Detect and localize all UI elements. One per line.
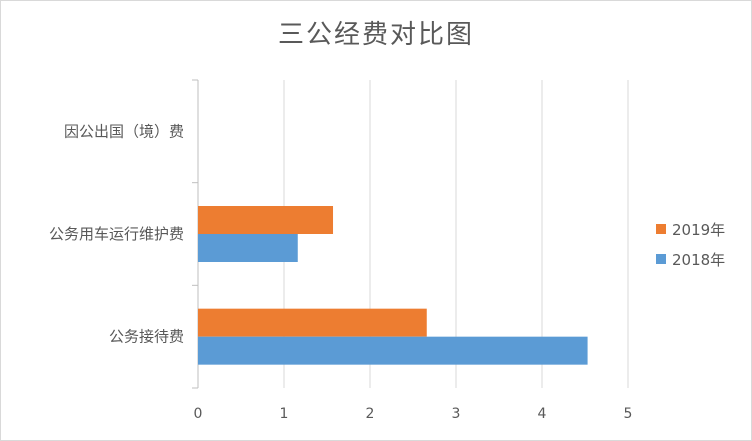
legend-label-2019: 2019年	[672, 220, 726, 239]
chart-title: 三公经费对比图	[277, 20, 474, 50]
legend: 2019年 2018年	[656, 214, 725, 274]
bar-2019年-公务接待费	[198, 308, 427, 337]
bar-2019年-公务用车运行维护费	[198, 206, 334, 234]
legend-swatch-2018	[656, 254, 666, 264]
category-label: 公务用车运行维护费	[49, 225, 184, 243]
bar-2018年-公务用车运行维护费	[198, 234, 298, 262]
category-label: 因公出国（境）费	[64, 122, 184, 140]
x-tick-label-3: 3	[452, 406, 461, 422]
x-tick-label-0: 0	[194, 406, 203, 422]
x-tick-label-4: 4	[538, 406, 547, 422]
x-tick-label-5: 5	[624, 406, 633, 422]
x-tick-label-2: 2	[366, 406, 375, 422]
x-tick-label-1: 1	[280, 406, 289, 422]
legend-item-2019: 2019年	[656, 214, 725, 244]
category-label: 公务接待费	[109, 328, 184, 346]
legend-swatch-2019	[656, 224, 666, 234]
bar-2018年-公务接待费	[198, 336, 588, 365]
legend-label-2018: 2018年	[672, 250, 726, 269]
legend-item-2018: 2018年	[656, 244, 725, 274]
